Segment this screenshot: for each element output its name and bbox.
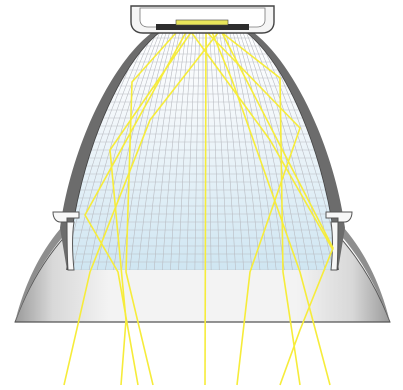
flange-right: [325, 211, 353, 271]
grid-line-vertical: [211, 22, 228, 270]
mount-base-bar: [156, 24, 249, 30]
light-ray: [204, 24, 207, 386]
light-ray: [185, 24, 334, 251]
grid-line-vertical: [244, 22, 319, 270]
grid-line-vertical: [161, 22, 189, 270]
reflector-flanges: [52, 211, 353, 271]
led-chip: [175, 19, 229, 26]
light-ray: [208, 24, 331, 386]
grid-line-vertical: [226, 22, 269, 270]
grid-line-vertical: [208, 22, 220, 270]
grid-line-vertical: [137, 22, 180, 270]
flange-left: [52, 211, 80, 271]
led-mount: [130, 5, 275, 34]
grid-line-vertical: [169, 22, 192, 270]
reflector-shell-right: [228, 22, 345, 270]
grid-line-vertical: [194, 22, 201, 270]
grid-line-vertical: [241, 22, 310, 270]
light-ray: [125, 24, 184, 386]
light-ray: [109, 24, 197, 386]
grid-line-vertical: [104, 22, 168, 270]
mount-inner: [139, 7, 266, 28]
grid-line-vertical: [220, 22, 253, 270]
light-rays: [63, 24, 334, 386]
parabolic-reflector: [60, 21, 345, 271]
grid-line-vertical: [79, 22, 159, 270]
grid-line-vertical: [247, 22, 327, 270]
grid-line-vertical: [186, 22, 198, 270]
grid-line-vertical: [229, 22, 278, 270]
light-ray: [63, 24, 225, 386]
light-ray: [211, 24, 301, 386]
grid-line-vertical: [128, 22, 177, 270]
light-ray: [217, 24, 334, 386]
reflector-surface: [67, 22, 338, 270]
grid-line-vertical: [178, 22, 195, 270]
grid-line-vertical: [145, 22, 183, 270]
reflector-shell-left: [60, 22, 178, 270]
